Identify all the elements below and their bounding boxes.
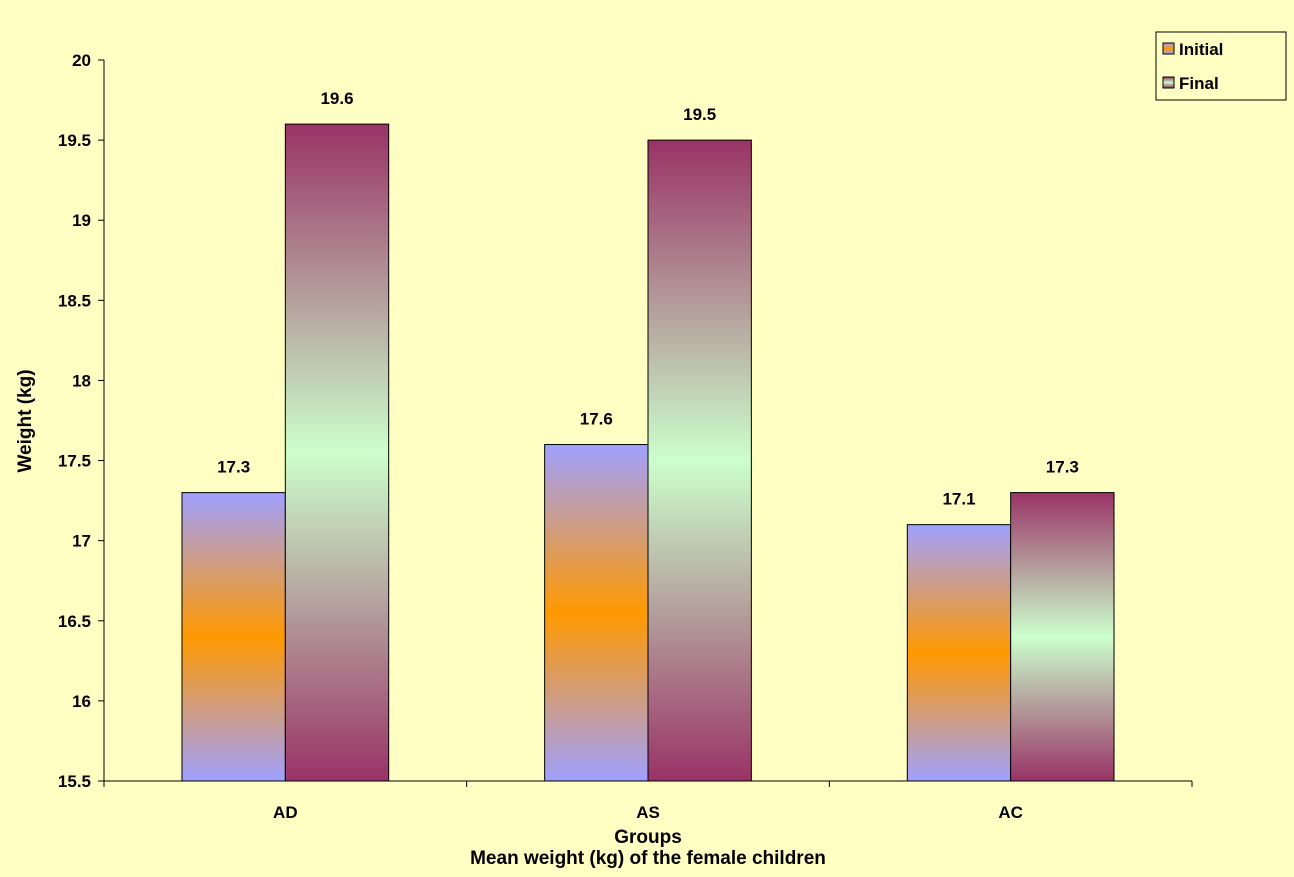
y-tick-label: 18.5 — [58, 291, 91, 310]
y-tick-label: 15.5 — [58, 772, 91, 791]
chart-title: Mean weight (kg) of the female children — [470, 848, 826, 869]
y-tick-label: 17.5 — [58, 452, 91, 471]
x-axis-ticks: AD AS AC — [103, 781, 1193, 822]
data-label-initial-ad: 17.3 — [217, 458, 250, 477]
legend-label-final: Final — [1179, 74, 1219, 93]
y-tick-label: 19 — [72, 211, 91, 230]
data-label-final-ac: 17.3 — [1046, 458, 1079, 477]
legend-label-initial: Initial — [1179, 40, 1223, 59]
data-label-final-as: 19.5 — [683, 105, 716, 124]
y-axis-title: Weight (kg) — [15, 369, 36, 472]
bar-final-ac — [1010, 492, 1115, 782]
bars — [181, 123, 1115, 782]
data-label-initial-as: 17.6 — [580, 410, 613, 429]
bar-final-as — [647, 139, 752, 782]
x-tick-label: AS — [636, 803, 660, 822]
data-labels: 17.3 17.6 17.1 19.6 19.5 17.3 — [217, 89, 1079, 509]
bar-initial-ad — [181, 492, 286, 782]
y-axis-ticks: 15.5 16 16.5 17 17.5 18 18.5 19 19.5 20 — [58, 51, 104, 791]
y-tick-label: 16.5 — [58, 612, 91, 631]
legend-box — [1155, 31, 1287, 101]
legend: Initial Final — [1155, 31, 1287, 101]
x-tick-label: AC — [998, 803, 1023, 822]
data-label-final-ad: 19.6 — [320, 89, 353, 108]
y-tick-label: 16 — [72, 692, 91, 711]
bar-final-ad — [284, 123, 390, 782]
legend-swatch-initial — [1162, 42, 1175, 55]
bar-initial-as — [544, 444, 649, 782]
y-tick-label: 20 — [72, 51, 91, 70]
y-tick-label: 19.5 — [58, 131, 91, 150]
x-axis-title: Groups — [614, 827, 682, 848]
legend-swatch-final — [1162, 76, 1175, 89]
x-tick-label: AD — [273, 803, 298, 822]
data-label-initial-ac: 17.1 — [942, 490, 975, 509]
y-tick-label: 18 — [72, 371, 91, 390]
bar-initial-ac — [906, 524, 1012, 782]
y-tick-label: 17 — [72, 532, 91, 551]
